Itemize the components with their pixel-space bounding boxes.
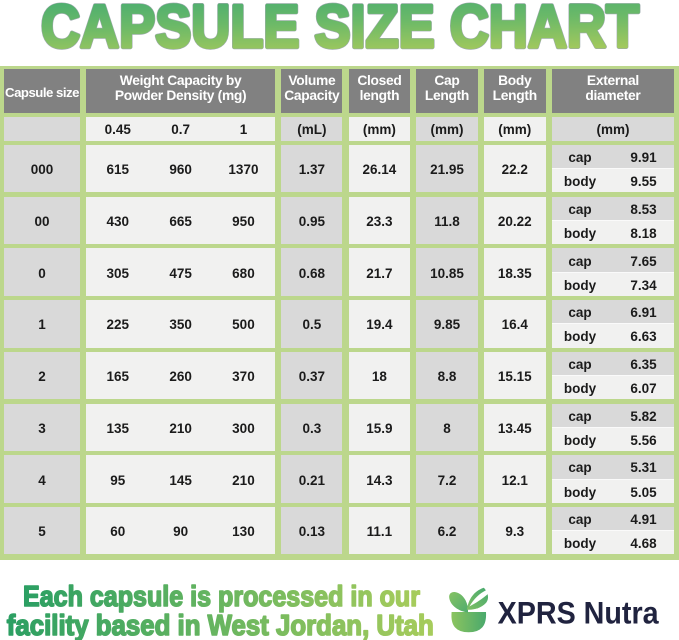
svg-text:CAPSULE SIZE CHART: CAPSULE SIZE CHART [41, 0, 639, 60]
svg-text:Each capsule is processed in o: Each capsule is processed in our [23, 581, 420, 613]
svg-text:CAPSULE SIZE CHART: CAPSULE SIZE CHART [41, 0, 639, 60]
svg-text:facility based in West Jordan,: facility based in West Jordan, Utah [7, 610, 434, 640]
svg-text:XPRS Nutra: XPRS Nutra [498, 595, 659, 631]
